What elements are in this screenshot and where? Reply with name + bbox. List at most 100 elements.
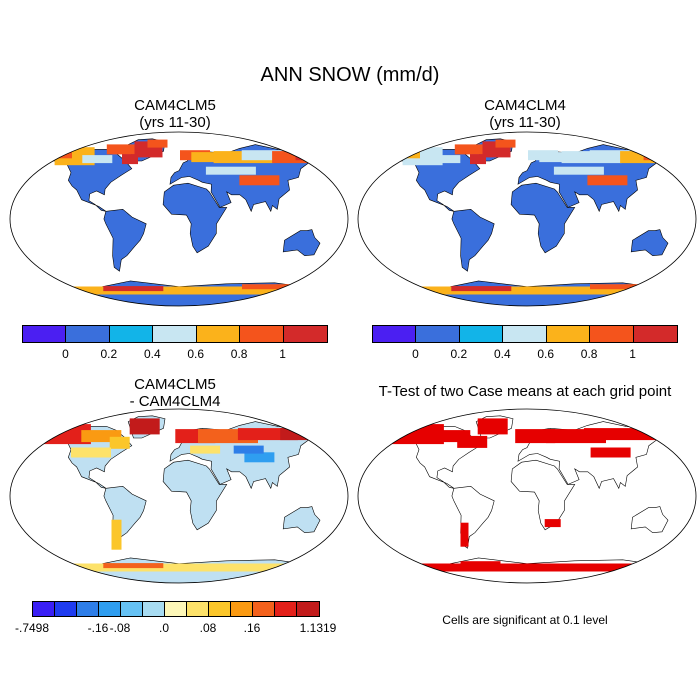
panel-title-ttest: T-Test of two Case means at each grid po… xyxy=(352,383,698,400)
map-value-cell xyxy=(106,144,137,155)
map-value-cell xyxy=(295,150,318,161)
map-landmass xyxy=(451,208,495,272)
colorbar-swatch xyxy=(297,602,319,616)
map-value-cell xyxy=(244,452,275,463)
figure-title: ANN SNOW (mm/d) xyxy=(260,64,440,86)
map-frame xyxy=(9,408,349,584)
map-value-cell xyxy=(451,286,512,292)
colorbar-diff xyxy=(32,601,320,617)
map-value-cell xyxy=(71,447,111,458)
map-value-cell xyxy=(590,447,631,458)
panel-title-clm4-line2: (yrs 11-30) xyxy=(489,114,561,131)
map-landmass xyxy=(162,459,228,531)
map-value-cell xyxy=(10,286,348,295)
map-landmass xyxy=(282,229,321,257)
colorbar-tick-label: 0.6 xyxy=(187,347,205,361)
colorbar-swatch xyxy=(99,602,121,616)
map-value-cell xyxy=(358,286,696,295)
colorbar-clm5-labels: 0 0.2 0.4 0.6 0.8 1 xyxy=(22,347,326,363)
map-value-cell xyxy=(470,154,486,165)
map-value-cell xyxy=(457,435,488,448)
colorbar-tick-label: 0 xyxy=(62,347,69,361)
map-landmass xyxy=(630,506,669,534)
map-value-cell xyxy=(239,175,280,186)
map-value-cell xyxy=(454,144,485,155)
colorbar-swatch xyxy=(66,326,110,342)
colorbar-tick-label: .08 xyxy=(199,621,217,635)
map-frame xyxy=(357,131,697,307)
map-landmass xyxy=(510,182,576,254)
colorbar-swatch xyxy=(55,602,77,616)
panel-title-clm5-line2: (yrs 11-30) xyxy=(139,114,211,131)
colorbar-tick-label: .0 xyxy=(158,621,170,635)
panel-title-diff: CAM4CLM5 - CAM4CLM4 xyxy=(5,376,345,410)
colorbar-clm5 xyxy=(22,325,328,343)
panel-title-clm4-line1: CAM4CLM4 xyxy=(484,97,566,114)
map-value-cell xyxy=(233,445,264,454)
map-landmass xyxy=(41,149,133,212)
colorbar-swatch xyxy=(283,326,327,342)
colorbar-swatch xyxy=(33,602,55,616)
panel-title-diff-line2: - CAM4CLM4 xyxy=(129,393,221,410)
colorbar-tick-label: 0.2 xyxy=(450,347,468,361)
colorbar-tick-label: .16 xyxy=(243,621,261,635)
colorbar-tick-label: -.08 xyxy=(109,621,131,635)
colorbar-swatch xyxy=(253,602,275,616)
colorbar-swatch xyxy=(546,326,591,342)
map-landmass xyxy=(389,149,481,212)
map-value-cell xyxy=(191,152,232,163)
map-value-cell xyxy=(460,561,501,567)
colorbar-swatch xyxy=(77,602,99,616)
colorbar-tick-label: 0.4 xyxy=(493,347,511,361)
colorbar-tick-label: 0.4 xyxy=(143,347,161,361)
map-value-cell xyxy=(10,563,348,572)
map-value-cell xyxy=(583,428,664,441)
map-value-cell xyxy=(553,166,604,175)
map-value-cell xyxy=(205,166,256,175)
map-value-cell xyxy=(103,563,164,569)
colorbar-tick-label: 1 xyxy=(279,347,286,361)
colorbar-swatch xyxy=(459,326,504,342)
map-diff xyxy=(9,408,349,584)
colorbar-swatch xyxy=(121,602,143,616)
colorbar-swatch xyxy=(209,602,231,616)
map-ttest xyxy=(357,408,697,584)
colorbar-swatch xyxy=(633,326,677,342)
map-value-cell xyxy=(430,155,461,164)
colorbar-swatch xyxy=(187,602,209,616)
colorbar-swatch xyxy=(143,602,165,616)
colorbar-tick-label: 0.6 xyxy=(537,347,555,361)
colorbar-swatch xyxy=(196,326,241,342)
map-landmass xyxy=(451,485,495,549)
map-landmass xyxy=(162,182,228,254)
panel-title-clm5-line1: CAM4CLM5 xyxy=(134,97,216,114)
colorbar-clm4-labels: 0 0.2 0.4 0.6 0.8 1 xyxy=(372,347,676,363)
map-frame xyxy=(357,408,697,584)
map-landmass xyxy=(630,229,669,257)
map-value-cell xyxy=(589,150,640,161)
colorbar-tick-label: 1 xyxy=(629,347,636,361)
colorbar-tick-label: 0.8 xyxy=(230,347,248,361)
map-value-cell xyxy=(241,150,292,161)
colorbar-swatch xyxy=(23,326,67,342)
map-value-cell xyxy=(190,445,221,454)
map-value-cell xyxy=(122,154,138,165)
map-value-cell xyxy=(103,286,164,292)
colorbar-swatch xyxy=(275,602,297,616)
map-value-cell xyxy=(587,175,628,186)
map-value-cell xyxy=(129,418,160,435)
map-value-cell xyxy=(477,418,508,435)
map-landmass xyxy=(103,208,147,272)
colorbar-swatch xyxy=(165,602,187,616)
colorbar-swatch xyxy=(590,326,634,342)
map-clm5 xyxy=(9,131,349,307)
map-value-cell xyxy=(242,284,302,290)
panel-title-diff-line1: CAM4CLM5 xyxy=(134,376,216,393)
map-value-cell xyxy=(111,519,122,550)
colorbar-swatch xyxy=(109,326,154,342)
map-landmass xyxy=(389,557,665,583)
panel-title-clm5: CAM4CLM5 (yrs 11-30) xyxy=(5,97,345,131)
colorbar-swatch xyxy=(231,602,253,616)
colorbar-swatch xyxy=(503,326,547,342)
colorbar-swatch xyxy=(373,326,417,342)
